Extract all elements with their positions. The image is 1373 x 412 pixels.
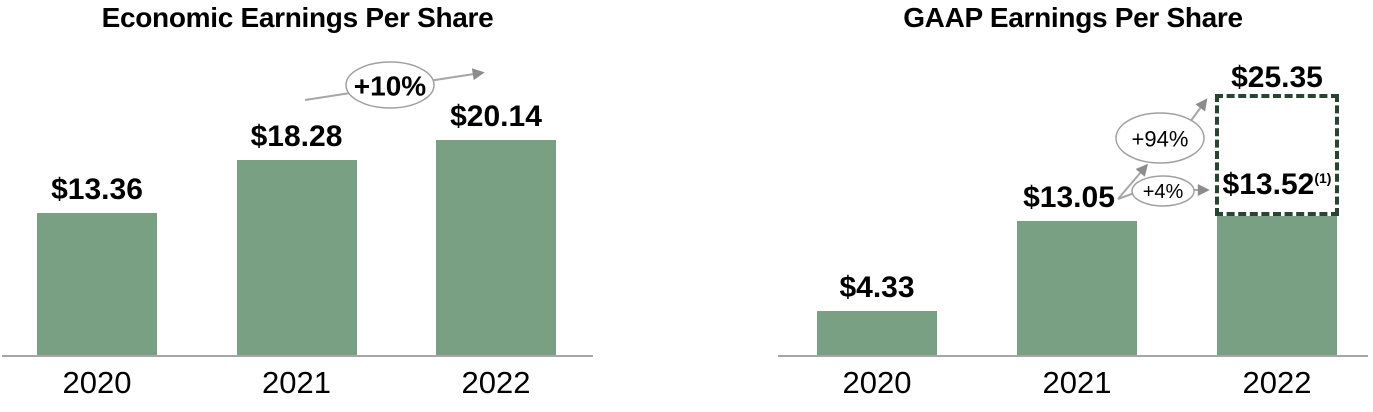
plot-area-economic-eps: $13.36 $18.28 $20.14 — [37, 102, 556, 356]
value-label-2021: $13.05 — [1023, 181, 1115, 215]
value-label-2022: $20.14 — [450, 100, 542, 133]
projected-bar-outline: $25.35 $13.52(1) — [1215, 63, 1339, 217]
x-axis-labels-economic: 2020 2021 2022 — [37, 365, 556, 400]
bar-2022: $25.35 $13.52(1) — [1215, 63, 1339, 356]
x-axis-line-economic — [2, 355, 593, 357]
growth-arrow-10pct — [304, 68, 485, 101]
bar-2021: $13.05 — [1017, 183, 1137, 356]
chart-title-gaap-eps: GAAP Earnings Per Share — [903, 2, 1243, 33]
x-tick-2020: 2020 — [62, 365, 132, 400]
x-tick-2021: 2021 — [1042, 365, 1112, 400]
value-label-2020: $4.33 — [839, 271, 915, 305]
callout-oval-10pct — [345, 61, 435, 109]
x-axis-line-gaap — [778, 355, 1368, 357]
value-label-2021: $18.28 — [250, 119, 343, 153]
x-axis-labels-gaap: 2020 2021 2022 — [817, 365, 1337, 400]
bar-2022: $20.14 — [436, 102, 556, 356]
bar-2020: $13.36 — [37, 174, 157, 356]
callout-label-10pct: +10% — [354, 71, 426, 102]
x-tick-2020: 2020 — [842, 365, 912, 400]
x-tick-2022: 2022 — [1242, 365, 1312, 400]
plot-area-gaap-eps: $4.33 $13.05 $25.35 $13.52(1) — [817, 63, 1339, 356]
projected-value-label: $25.35 — [1231, 61, 1323, 95]
x-tick-2022: 2022 — [461, 365, 531, 400]
chart-title-economic-eps: Economic Earnings Per Share — [101, 2, 494, 33]
value-label-2020: $13.36 — [51, 172, 143, 206]
value-label-2022: $13.52(1) — [1222, 168, 1332, 202]
bar-2021: $18.28 — [236, 121, 357, 356]
footnote-marker: (1) — [1314, 170, 1332, 187]
x-tick-2021: 2021 — [262, 365, 331, 400]
bar-2020: $4.33 — [817, 273, 937, 356]
